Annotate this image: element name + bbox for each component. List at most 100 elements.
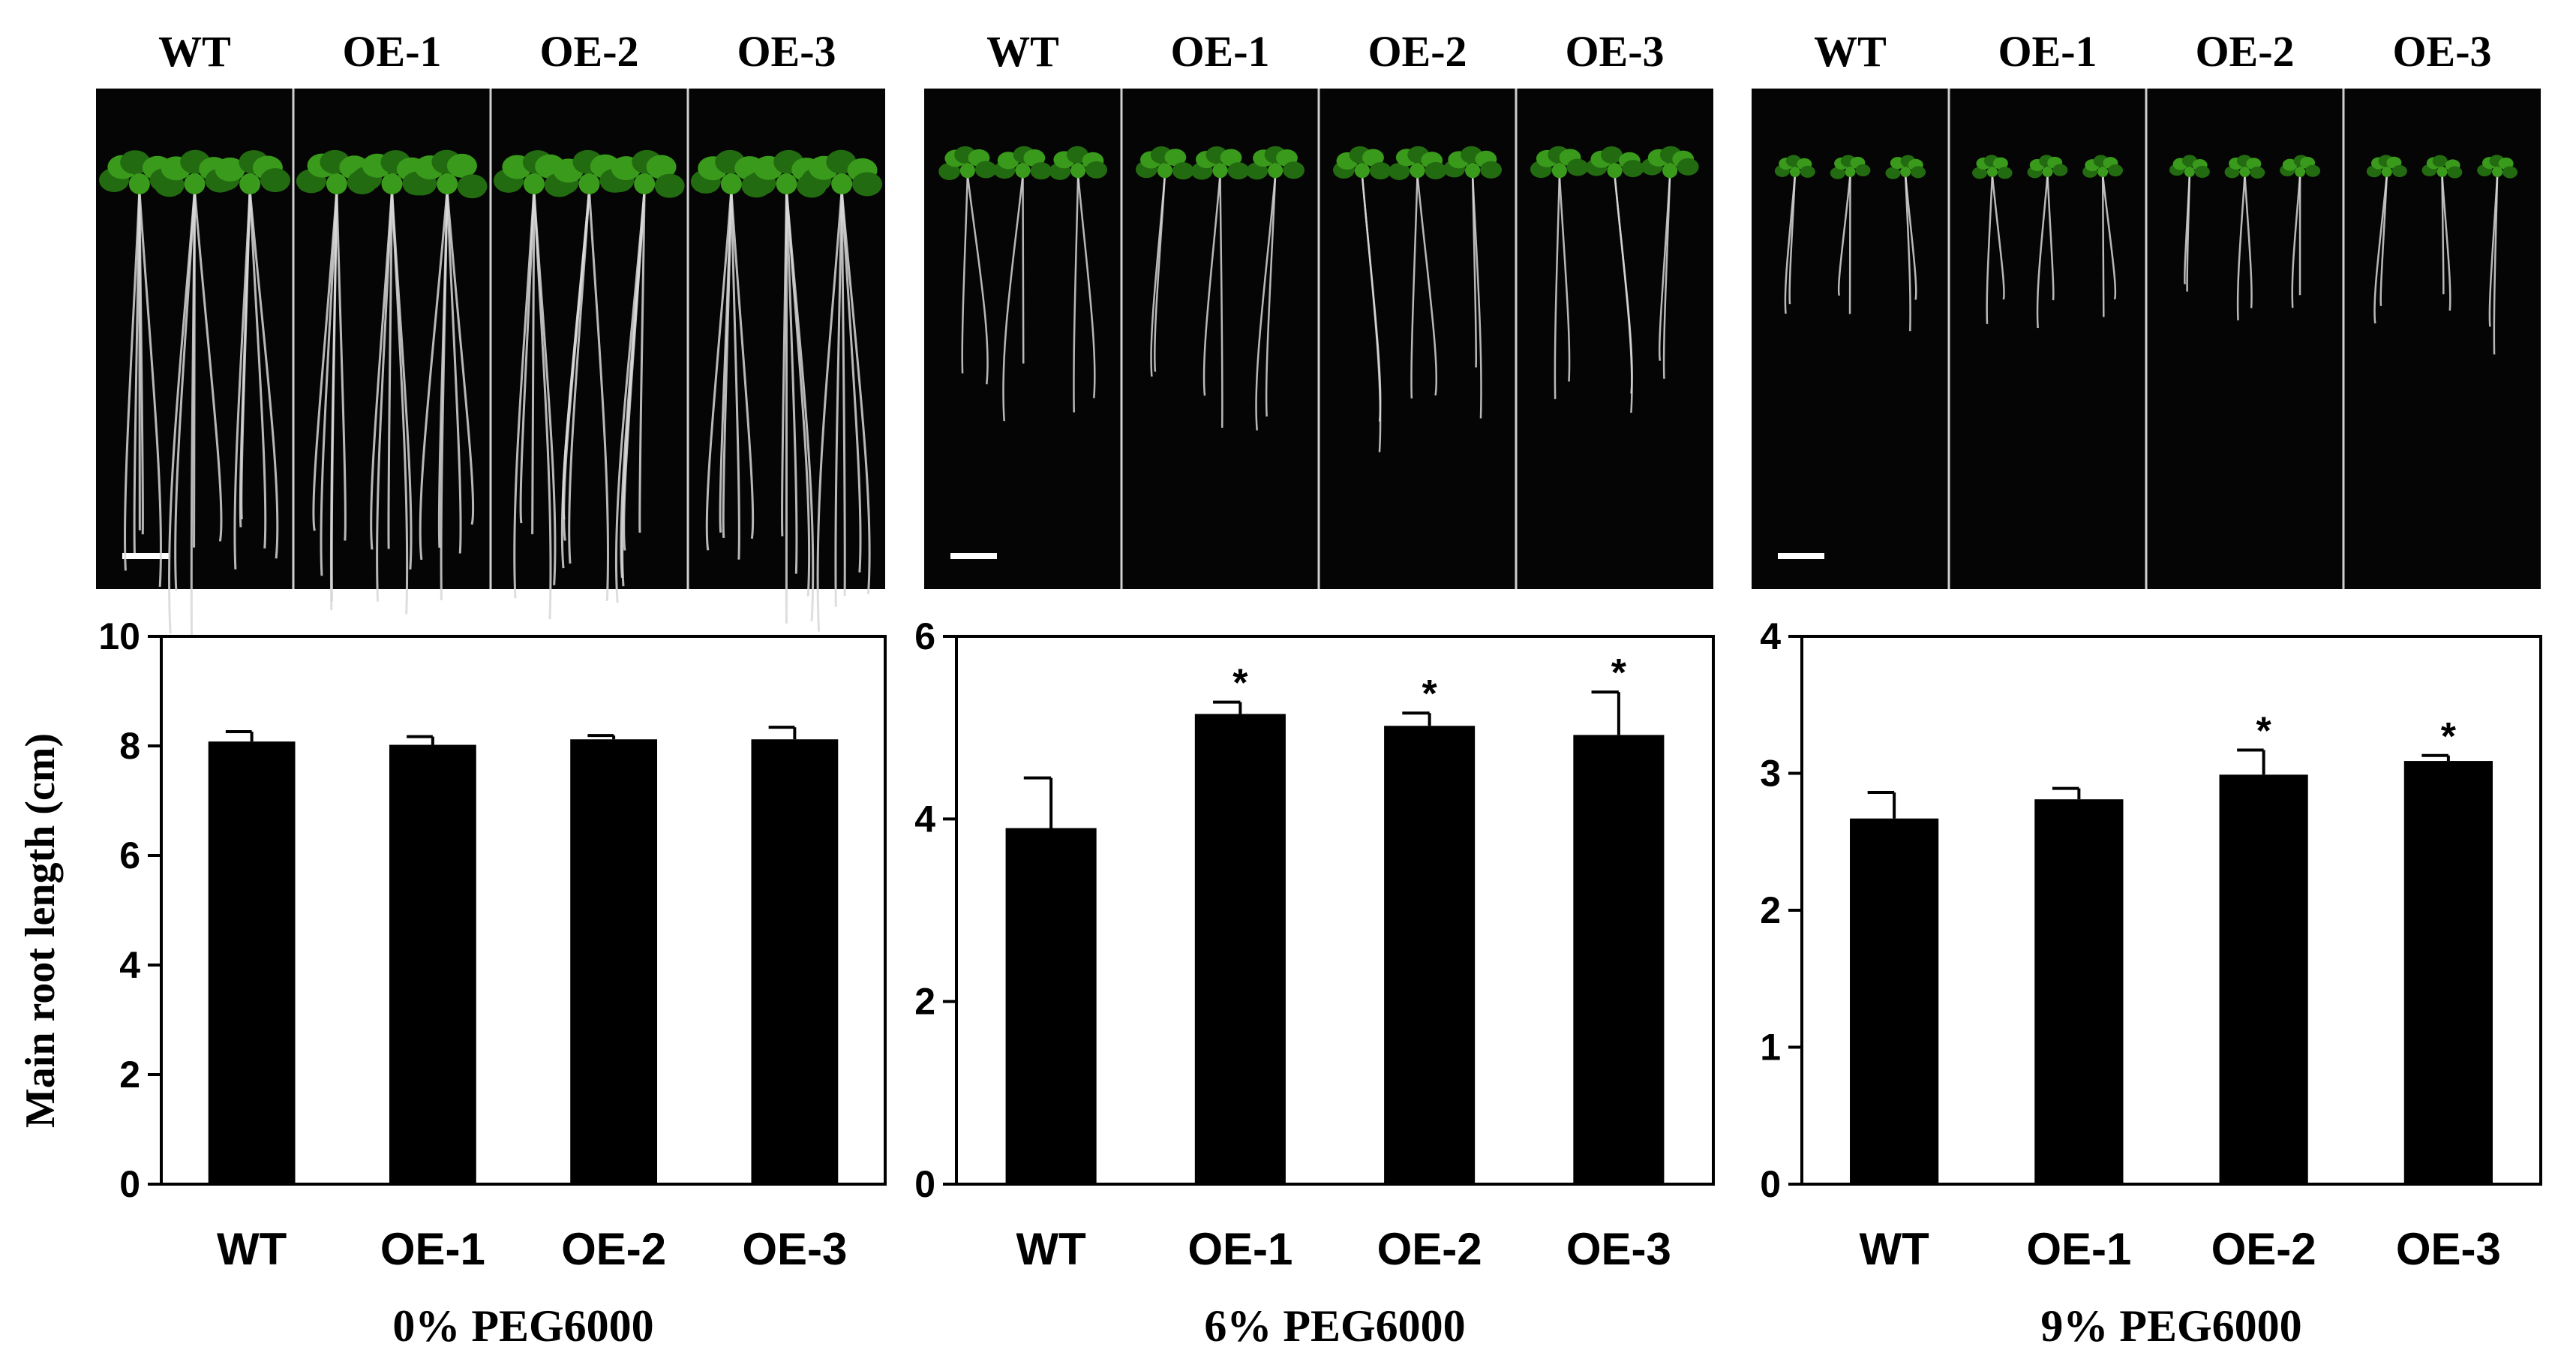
- leaf: [1911, 166, 1926, 179]
- root: [834, 189, 843, 607]
- leaf: [437, 173, 458, 194]
- root: [730, 189, 755, 539]
- root: [785, 189, 815, 621]
- leaf: [326, 173, 347, 194]
- scale-bar: [1778, 553, 1824, 559]
- root: [248, 189, 267, 549]
- photo-label: WT: [1814, 27, 1887, 76]
- leaf: [2436, 167, 2448, 177]
- seedling-group: [1135, 146, 1305, 431]
- photo-label: OE-3: [2392, 27, 2491, 76]
- leaf: [1362, 149, 1384, 167]
- leaf: [2295, 167, 2306, 177]
- bar-oe-2: [1384, 726, 1476, 1184]
- scale-bar: [122, 553, 169, 559]
- bar-oe-3: [751, 739, 839, 1184]
- bar-chart-2: 0 2 4 6 WT * OE-1 * OE-2 * OE-3 6% PEG6000: [914, 615, 1715, 1351]
- root: [330, 189, 338, 602]
- leaf: [831, 173, 853, 194]
- leaf: [1830, 167, 1845, 179]
- bar-oe-1: [1194, 714, 1286, 1184]
- root: [2291, 174, 2301, 308]
- leaf: [1220, 149, 1242, 167]
- leaf: [1986, 167, 1998, 177]
- x-axis-label: 0% PEG6000: [392, 1301, 653, 1351]
- seedling-group: [1530, 146, 1699, 413]
- root: [138, 189, 162, 588]
- y-tick-label: 0: [1760, 1163, 1781, 1205]
- seedling-group: [690, 149, 883, 632]
- x-tick-label: OE-1: [380, 1224, 485, 1274]
- seedling-group: [2169, 155, 2321, 320]
- photo-label: OE-2: [2195, 27, 2294, 76]
- x-tick-label: WT: [1016, 1224, 1085, 1274]
- root: [1255, 174, 1277, 431]
- root: [320, 189, 338, 576]
- root: [174, 189, 196, 591]
- photo-label: OE-3: [737, 27, 836, 76]
- seedling-group: [2366, 155, 2518, 355]
- leaf: [1369, 162, 1392, 180]
- leaf: [578, 173, 600, 194]
- photo-label: WT: [986, 27, 1059, 76]
- bar-oe-3: [1573, 735, 1665, 1184]
- leaf: [1070, 163, 1086, 179]
- y-tick-label: 3: [1760, 753, 1781, 795]
- leaf: [1354, 163, 1370, 179]
- scale-bar: [950, 553, 997, 559]
- root: [133, 189, 141, 554]
- root: [588, 189, 609, 601]
- leaf: [2108, 164, 2124, 177]
- root: [1614, 174, 1633, 394]
- leaf: [2432, 155, 2448, 167]
- leaf: [1566, 158, 1589, 176]
- seedling-group: [1972, 155, 2124, 329]
- root: [2236, 174, 2246, 320]
- y-tick-label: 4: [119, 944, 140, 986]
- root: [1471, 174, 1482, 419]
- leaf: [1972, 167, 1988, 179]
- root: [1202, 174, 1221, 396]
- leaf: [1030, 162, 1052, 180]
- leaf: [654, 173, 685, 198]
- photo-label: OE-1: [1998, 27, 2097, 76]
- leaf: [523, 173, 545, 194]
- bar-chart-1: 0 2 4 6 8 10 WT OE-1 OE-2 OE-3 0% PEG6000: [98, 615, 887, 1351]
- root: [446, 189, 475, 525]
- leaf: [2097, 167, 2109, 177]
- photo-label: WT: [158, 27, 231, 76]
- leaf: [776, 173, 797, 194]
- root: [1471, 174, 1478, 368]
- root: [2441, 174, 2451, 311]
- bar-chart-3: 0 1 2 3 4 WT OE-1 * OE-2 * OE-3 9% PEG6000: [1760, 615, 2542, 1351]
- root: [705, 189, 733, 551]
- leaf: [1268, 163, 1283, 179]
- y-axis-label: Main root length (cm): [17, 733, 64, 1128]
- root: [1416, 174, 1437, 396]
- leaf: [1480, 161, 1503, 179]
- root: [2046, 174, 2055, 301]
- root: [840, 189, 871, 594]
- plot-frame: [160, 635, 887, 1186]
- y-tick-label: 8: [119, 725, 140, 767]
- root: [240, 189, 251, 520]
- leaf: [1900, 167, 1911, 177]
- leaf: [1465, 163, 1481, 179]
- root: [1076, 174, 1096, 398]
- leaf: [446, 153, 477, 178]
- root: [2373, 174, 2388, 324]
- leaf: [938, 162, 961, 181]
- root: [124, 189, 141, 571]
- root: [2244, 174, 2253, 308]
- root: [168, 189, 196, 634]
- root: [1022, 174, 1025, 364]
- y-tick-label: 1: [1760, 1027, 1781, 1069]
- y-tick-label: 4: [1760, 615, 1781, 657]
- root: [387, 189, 393, 549]
- root: [719, 189, 733, 533]
- leaf: [2194, 165, 2210, 178]
- x-tick-label: OE-1: [2026, 1224, 2131, 1274]
- leaf: [1855, 164, 1871, 176]
- root: [531, 189, 536, 534]
